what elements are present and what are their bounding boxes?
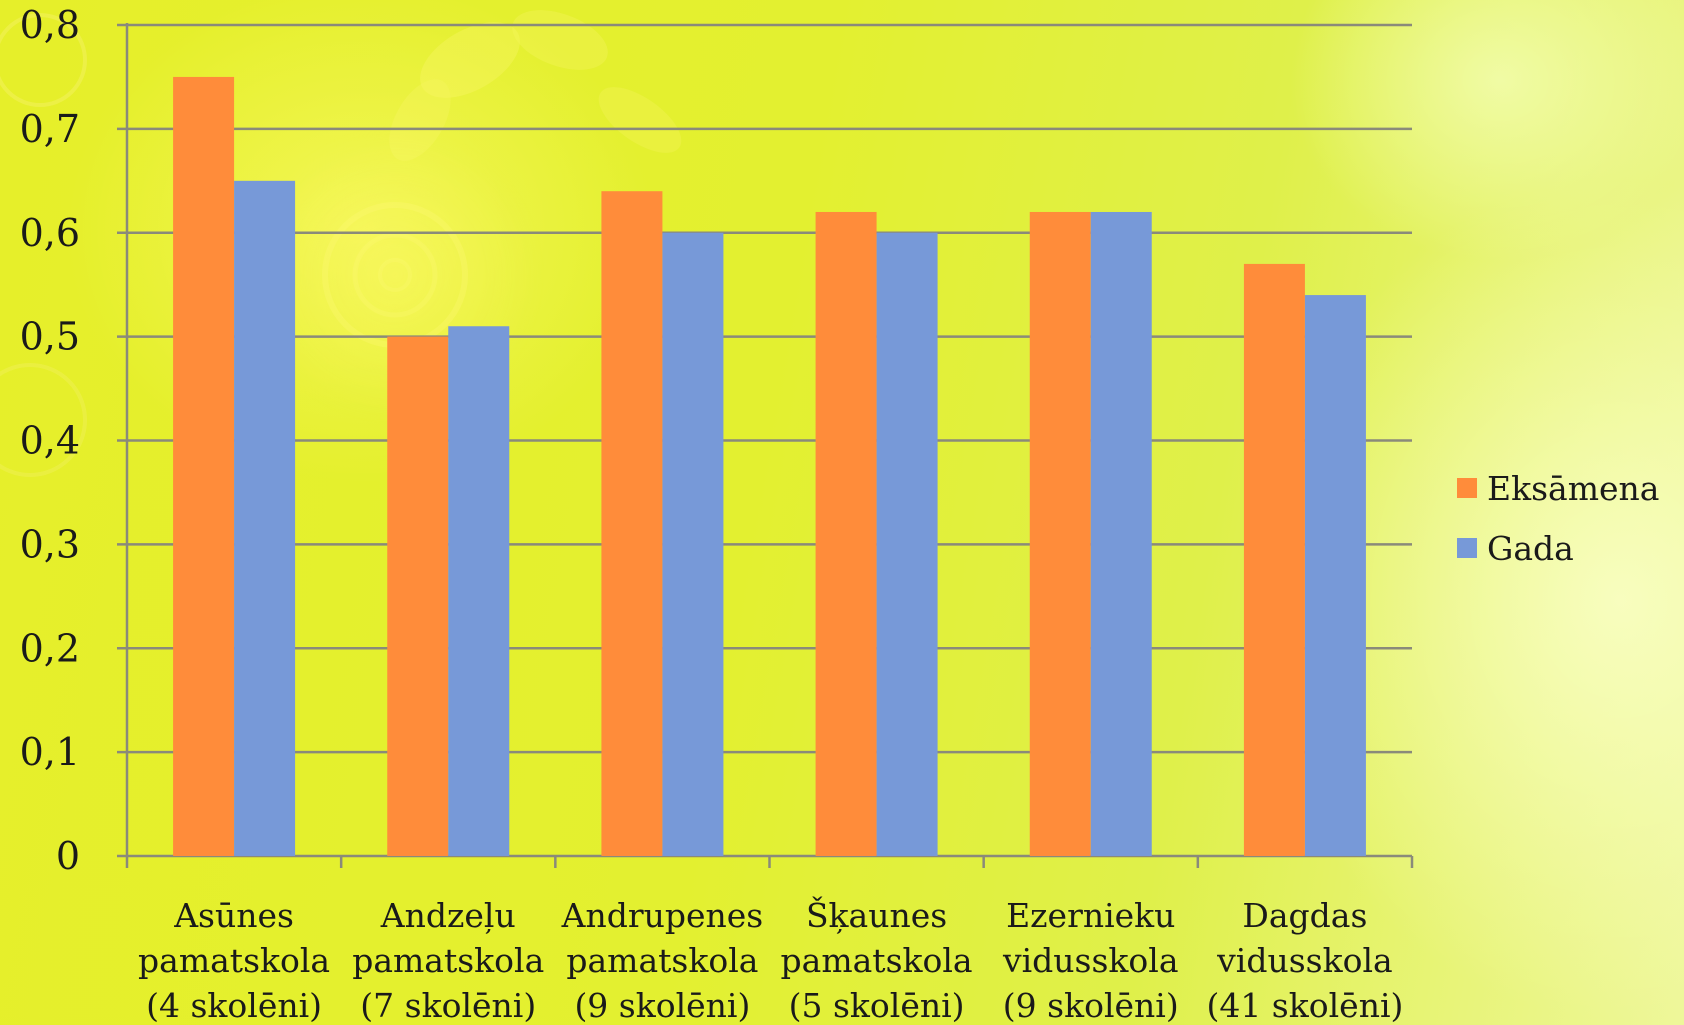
bar-series1: [173, 76, 235, 856]
x-category-label: pamatskola: [352, 941, 544, 980]
bar-series2: [234, 180, 296, 856]
legend: Eksāmena Gada: [1457, 469, 1659, 568]
legend-label: Gada: [1487, 529, 1574, 568]
bar-series2: [1090, 211, 1152, 857]
x-category-label: (9 skolēni): [574, 986, 750, 1025]
y-tick-label: 0: [56, 834, 80, 878]
x-category-label: pamatskola: [138, 941, 330, 980]
x-category-label: Andzeļu: [380, 896, 516, 935]
x-category-label: (41 skolēni): [1206, 986, 1403, 1025]
y-tick-label: 0,5: [20, 315, 80, 359]
background-decoration: [0, 10, 682, 477]
y-tick-label: 0,7: [20, 107, 80, 151]
x-category-label: (4 skolēni): [146, 986, 322, 1025]
x-category-label: Asūnes: [173, 896, 294, 935]
x-category-label: Šķaunes: [806, 895, 947, 935]
bar-series1: [387, 336, 449, 856]
legend-label: Eksāmena: [1487, 469, 1659, 508]
x-category-label: (7 skolēni): [360, 986, 536, 1025]
x-category-label: pamatskola: [566, 941, 758, 980]
bar-series1: [815, 211, 877, 857]
x-category-label: Andrupenes: [561, 896, 764, 935]
axes: [117, 23, 1414, 868]
bars: [173, 76, 1366, 857]
y-tick-label: 0,2: [20, 626, 80, 670]
x-category-label: (5 skolēni): [789, 986, 965, 1025]
bar-series1: [601, 191, 663, 856]
bar-series2: [1304, 295, 1366, 856]
bar-series2: [876, 232, 938, 856]
y-tick-label: 0,3: [20, 522, 80, 566]
x-category-label: vidusskola: [1216, 941, 1393, 980]
x-category-label: (9 skolēni): [1003, 986, 1179, 1025]
x-category-label: pamatskola: [781, 941, 973, 980]
y-tick-label: 0,8: [20, 3, 80, 47]
bar-series1: [1243, 263, 1305, 857]
y-tick-label: 0,4: [20, 419, 80, 463]
bar-series1: [1029, 211, 1091, 857]
x-category-label: Ezernieku: [1006, 896, 1175, 935]
y-tick-label: 0,1: [20, 730, 80, 774]
legend-swatch: [1457, 538, 1477, 558]
y-axis-tick-labels: 0 0,1 0,2 0,3 0,4 0,5 0,6 0,7 0,8: [20, 3, 80, 878]
x-category-label: Dagdas: [1242, 896, 1367, 935]
bar-series2: [662, 232, 724, 856]
y-tick-label: 0,6: [20, 211, 80, 255]
bar-series2: [448, 326, 510, 856]
legend-swatch: [1457, 478, 1477, 498]
x-category-label: vidusskola: [1002, 941, 1179, 980]
gridlines: [127, 23, 1412, 754]
x-axis-category-labels: Asūnes pamatskola (4 skolēni) Andzeļu pamats…: [138, 895, 1403, 1025]
